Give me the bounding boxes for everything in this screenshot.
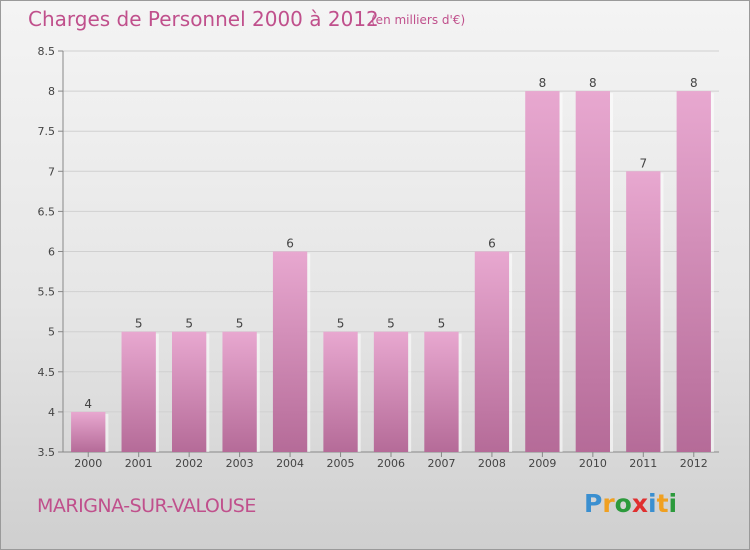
logo-letter: t <box>656 489 669 518</box>
bar-2002 <box>171 331 207 452</box>
y-tick-label: 8 <box>48 85 55 98</box>
x-tick-label: 2001 <box>125 457 153 470</box>
bar-2001 <box>121 331 156 452</box>
x-tick-label: 2010 <box>579 457 607 470</box>
data-label: 8 <box>690 76 698 90</box>
data-label: 7 <box>639 156 647 170</box>
data-label: 6 <box>286 237 294 251</box>
y-tick-label: 5.5 <box>38 286 56 299</box>
bar-2004 <box>272 251 308 452</box>
data-label: 5 <box>135 317 143 331</box>
x-tick-label: 2002 <box>175 457 203 470</box>
x-tick-label: 2012 <box>680 457 708 470</box>
bar-2008 <box>474 251 510 452</box>
data-label: 6 <box>488 237 496 251</box>
bar-2010 <box>575 91 611 452</box>
bar-2005 <box>323 331 358 452</box>
y-tick-label: 7 <box>48 165 55 178</box>
y-tick-label: 3.5 <box>38 446 56 459</box>
bar-2000 <box>71 411 106 452</box>
commune-name: MARIGNA-SUR-VALOUSE <box>37 495 256 517</box>
proxiti-logo: Proxiti <box>584 489 677 518</box>
data-label: 5 <box>337 317 345 331</box>
y-tick-label: 7.5 <box>38 125 56 138</box>
bar-2011 <box>626 171 661 453</box>
data-label: 5 <box>185 317 193 331</box>
y-tick-label: 6.5 <box>38 205 56 218</box>
logo-letter: o <box>614 489 632 518</box>
logo-letter: P <box>584 489 603 518</box>
logo-letter: i <box>668 489 678 518</box>
x-tick-label: 2005 <box>327 457 355 470</box>
x-tick-label: 2006 <box>377 457 405 470</box>
y-tick-label: 4 <box>48 406 55 419</box>
logo-letter: i <box>648 489 657 518</box>
y-tick-label: 5 <box>48 326 55 339</box>
chart-title: Charges de Personnel 2000 à 2012 <box>28 7 379 31</box>
bar-2007 <box>424 331 459 452</box>
x-tick-label: 2008 <box>478 457 506 470</box>
y-tick-label: 6 <box>48 246 55 259</box>
data-label: 5 <box>438 317 446 331</box>
bar-2003 <box>222 331 257 452</box>
data-label: 5 <box>387 317 395 331</box>
x-tick-label: 2000 <box>74 457 102 470</box>
x-tick-label: 2009 <box>528 457 556 470</box>
logo-letter: r <box>602 489 615 518</box>
data-label: 4 <box>84 397 92 411</box>
data-label: 8 <box>589 76 597 90</box>
bar-2006 <box>373 331 409 452</box>
axes: 3.5 4 4.5 5 5.5 6 6.5 7 7.5 8 8.5 2000 2001 2002 2003 2… <box>38 45 719 470</box>
y-tick-label: 8.5 <box>38 45 56 58</box>
x-tick-label: 2003 <box>226 457 254 470</box>
x-tick-label: 2011 <box>629 457 657 470</box>
bar-2009 <box>525 91 560 452</box>
y-tick-label: 4.5 <box>38 366 56 379</box>
labels: 4 5 5 5 6 5 5 5 6 8 8 7 8 <box>84 76 697 411</box>
data-label: 8 <box>539 76 547 90</box>
bar-2012 <box>676 91 711 452</box>
bars <box>71 91 714 453</box>
x-tick-label: 2007 <box>427 457 455 470</box>
logo-letter: x <box>631 489 648 518</box>
x-tick-label: 2004 <box>276 457 304 470</box>
chart-subtitle: (en milliers d'€) <box>371 13 466 27</box>
data-label: 5 <box>236 317 244 331</box>
